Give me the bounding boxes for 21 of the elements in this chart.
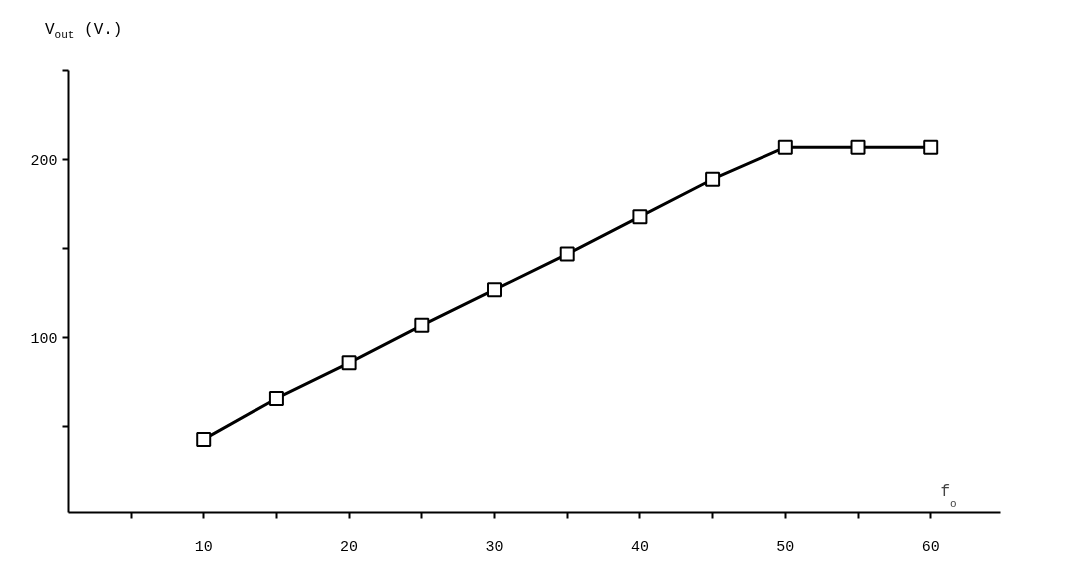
point	[341, 355, 357, 371]
y-tick-label: 100	[30, 330, 58, 348]
point	[487, 282, 503, 298]
x-tick-label: 20	[340, 538, 359, 556]
y-axis-title: V$_{out}$ (V.)	[44, 20, 123, 44]
x-axis-title: fo	[940, 482, 957, 510]
point	[559, 246, 575, 262]
x-tick-label: 50	[776, 538, 795, 556]
x-tick-label: 10	[194, 538, 213, 556]
x-tick-label: 60	[921, 538, 940, 556]
point	[632, 209, 648, 225]
x-tick-label: 40	[630, 538, 649, 556]
y-tick-label: 200	[30, 152, 58, 170]
point	[850, 139, 866, 155]
point	[705, 171, 721, 187]
point	[268, 390, 284, 406]
x-tick-label: 30	[485, 538, 504, 556]
point	[923, 139, 939, 155]
point	[196, 431, 212, 447]
point	[777, 139, 793, 155]
point	[414, 317, 430, 333]
